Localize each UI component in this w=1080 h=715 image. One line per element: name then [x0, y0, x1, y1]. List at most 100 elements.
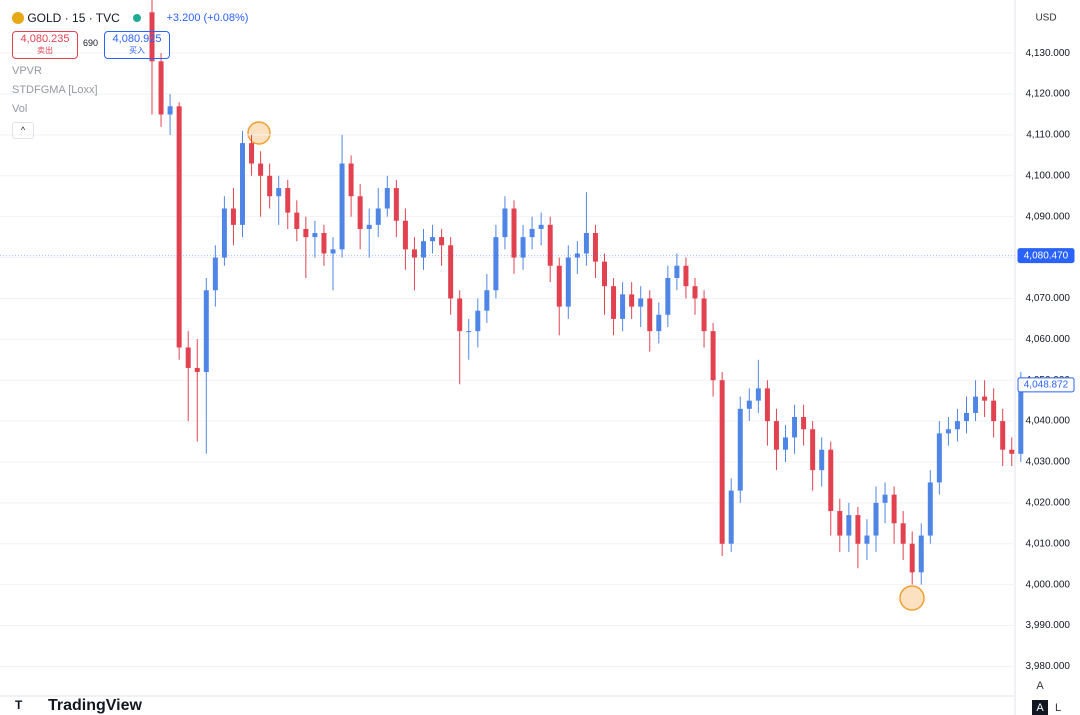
candle-body — [167, 106, 173, 115]
candle-body — [647, 298, 653, 332]
candle-body — [737, 408, 743, 491]
candle-body — [520, 237, 526, 258]
currency[interactable]: USD — [1035, 13, 1056, 24]
candle-body — [203, 290, 209, 373]
scale-button[interactable]: L — [1055, 702, 1061, 714]
y-tick-label: 4,090.000 — [1026, 211, 1071, 222]
candle-body — [828, 449, 834, 512]
candle-body — [792, 417, 798, 438]
candle-body — [656, 314, 662, 332]
candle-body — [991, 400, 997, 422]
candle-body — [1009, 449, 1015, 454]
candle-body — [230, 208, 236, 225]
candle-body — [855, 515, 861, 544]
candle-body — [801, 417, 807, 430]
candle-body — [375, 208, 381, 225]
candle-body — [430, 237, 436, 242]
candle-body — [366, 224, 372, 229]
scale-button[interactable]: A — [1036, 702, 1044, 714]
candle-body — [185, 347, 191, 368]
candle-body — [529, 228, 535, 238]
candle-body — [484, 290, 490, 311]
candle-body — [692, 286, 698, 299]
indicator[interactable]: Vol — [12, 103, 28, 115]
y-tick-label: 4,040.000 — [1026, 416, 1071, 427]
candle-body — [221, 208, 227, 258]
candle-body — [837, 511, 843, 536]
candle-body — [502, 208, 508, 238]
y-tick-label: 3,990.000 — [1026, 620, 1071, 631]
candle-body — [746, 400, 752, 409]
candle-body — [212, 257, 218, 291]
sell-button[interactable]: 4,080.235 卖出 — [12, 31, 78, 59]
candle-body — [1000, 421, 1006, 450]
candle-body — [285, 188, 291, 213]
candle-body — [909, 543, 915, 573]
candle-body — [583, 233, 589, 254]
scale-button[interactable]: A — [1036, 680, 1044, 692]
status-dot — [133, 13, 142, 22]
candle-body — [457, 298, 463, 332]
candle-body — [900, 523, 906, 544]
candle-body — [547, 224, 553, 266]
candle-body — [158, 61, 164, 115]
y-tick-label: 4,130.000 — [1026, 48, 1071, 59]
spread: 690 — [83, 38, 99, 48]
sell-price: 4,080.235 — [20, 33, 70, 45]
candle-body — [258, 163, 264, 176]
candle-body — [945, 429, 951, 434]
candle-body — [683, 265, 689, 287]
y-tick-label: 4,070.000 — [1026, 293, 1071, 304]
candle-body — [773, 421, 779, 450]
candle-body — [783, 437, 788, 450]
candle-body — [330, 249, 336, 254]
candle-body — [176, 106, 182, 348]
y-tick-label: 4,100.000 — [1026, 170, 1071, 181]
candle-body — [873, 502, 879, 536]
y-tick-label: 4,060.000 — [1026, 334, 1071, 345]
collapse-button[interactable]: ^ — [12, 122, 34, 139]
indicator[interactable]: STDFGMA [Loxx] — [12, 84, 98, 96]
candle-body — [882, 494, 888, 503]
scale-button-bg — [1032, 700, 1048, 715]
candle-body — [439, 237, 445, 246]
y-tick-label: 4,020.000 — [1026, 497, 1071, 508]
brand[interactable]: TradingView — [48, 697, 143, 714]
highlight-marker — [247, 121, 271, 145]
price-label: 4,080.470 — [1024, 250, 1069, 261]
candle-body — [574, 253, 580, 258]
candle-body — [249, 143, 255, 164]
candle-body — [384, 188, 390, 209]
candle-body — [448, 245, 454, 299]
candle-body — [267, 175, 273, 197]
logo-mark: T — [15, 698, 23, 712]
sell-label: 卖出 — [37, 46, 53, 55]
symbol[interactable]: GOLD · 15 · TVC — [27, 10, 120, 25]
candle-body — [982, 396, 988, 401]
candle-body — [755, 388, 761, 401]
candle-body — [810, 429, 816, 471]
candle-body — [665, 278, 671, 315]
candle-body — [891, 494, 897, 524]
indicator[interactable]: VPVR — [12, 65, 42, 77]
candle-body — [421, 241, 426, 258]
y-tick-label: 4,120.000 — [1026, 89, 1071, 100]
y-tick-label: 4,000.000 — [1026, 579, 1071, 590]
buy-price: 4,080.925 — [112, 33, 162, 45]
candle-body — [466, 331, 472, 333]
candle-body — [511, 208, 517, 258]
candle-body — [954, 421, 960, 430]
buy-button[interactable]: 4,080.925 买入 — [104, 31, 170, 59]
change: +3.200 (+0.08%) — [166, 11, 249, 24]
candle-body — [846, 515, 852, 536]
candle-body — [475, 310, 481, 332]
candle-body — [411, 249, 417, 258]
candle-body — [303, 228, 309, 238]
candle-body — [1018, 384, 1024, 454]
candle-body — [864, 535, 870, 544]
price-label-bg — [1017, 248, 1075, 264]
candle-body — [348, 163, 354, 197]
candle-body — [719, 380, 725, 544]
candle-body — [402, 220, 408, 250]
